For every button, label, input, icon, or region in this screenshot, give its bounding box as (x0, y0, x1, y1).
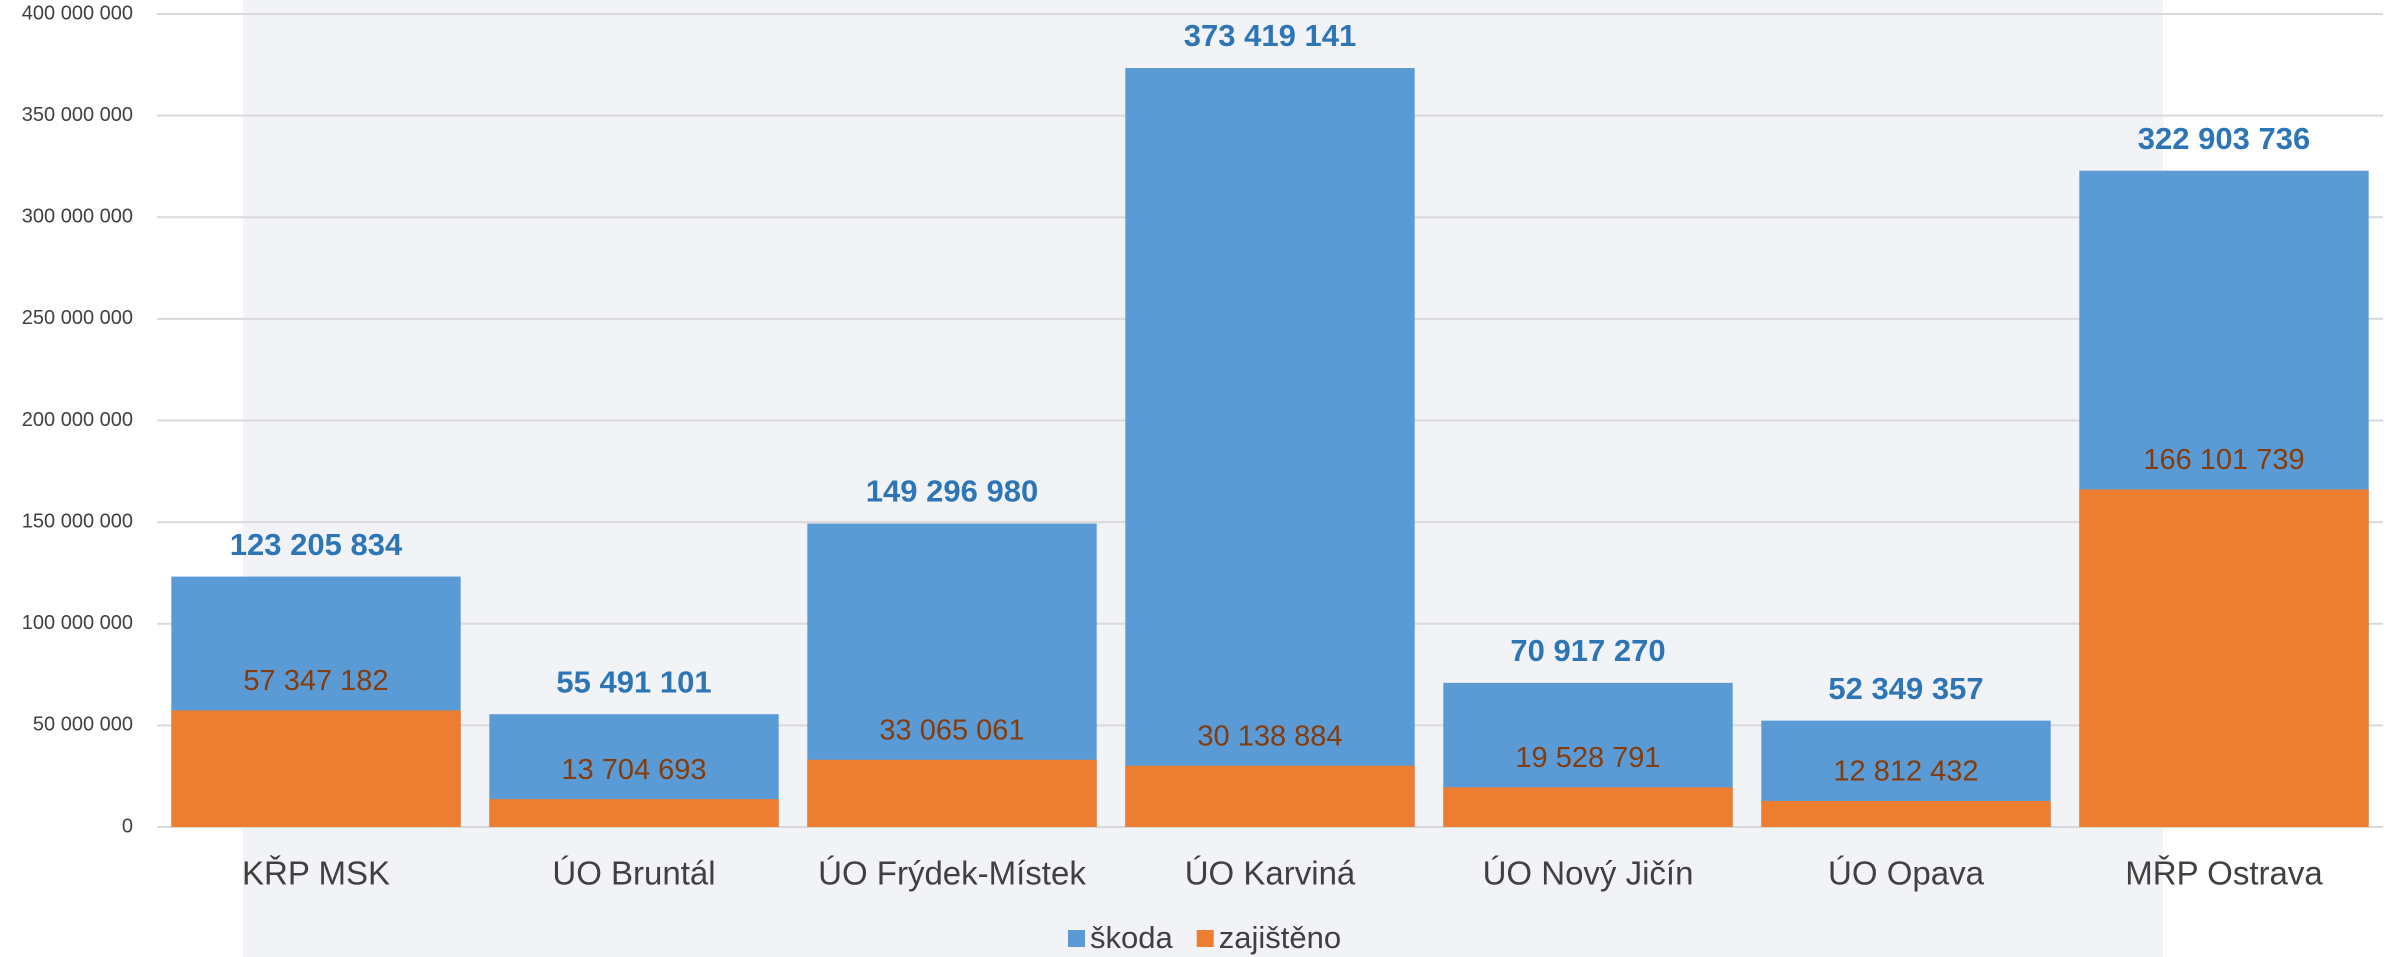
data-label: 30 138 884 (1197, 720, 1342, 752)
x-tick-label: ÚO Nový Jičín (1483, 855, 1694, 892)
bar (1125, 765, 1415, 827)
data-label: 55 491 101 (556, 664, 711, 699)
bar (807, 759, 1097, 827)
data-label: 57 347 182 (243, 665, 388, 697)
y-tick-label: 100 000 000 (22, 612, 133, 634)
data-label: 12 812 432 (1833, 756, 1978, 788)
y-tick-label: 150 000 000 (22, 510, 133, 532)
y-tick-label: 200 000 000 (22, 409, 133, 431)
y-tick-label: 300 000 000 (22, 206, 133, 228)
x-tick-label: ÚO Frýdek-Místek (818, 855, 1086, 892)
legend-label: škoda (1090, 920, 1173, 955)
y-tick-label: 0 (122, 815, 133, 837)
bar (1761, 800, 2051, 827)
data-label: 149 296 980 (866, 474, 1038, 509)
data-label: 52 349 357 (1828, 671, 1983, 706)
data-label: 322 903 736 (2138, 121, 2310, 156)
bar (2079, 489, 2369, 827)
data-label: 373 419 141 (1184, 18, 1356, 53)
data-label: 70 917 270 (1510, 633, 1665, 668)
bar (171, 710, 461, 827)
x-tick-label: MŘP Ostrava (2125, 855, 2323, 892)
bar (1125, 68, 1415, 828)
legend-swatch (1196, 930, 1214, 947)
y-tick-label: 50 000 000 (33, 714, 133, 736)
data-label: 33 065 061 (879, 714, 1024, 746)
data-label: 123 205 834 (230, 527, 403, 562)
y-tick-label: 350 000 000 (22, 104, 133, 126)
bar (1443, 787, 1733, 827)
legend-swatch (1068, 930, 1085, 947)
bar (489, 799, 779, 827)
data-label: 166 101 739 (2143, 444, 2304, 476)
x-tick-label: ÚO Karviná (1185, 855, 1356, 892)
x-tick-label: KŘP MSK (242, 855, 390, 892)
data-label: 19 528 791 (1515, 742, 1660, 774)
y-tick-label: 400 000 000 (22, 2, 133, 24)
y-tick-label: 250 000 000 (22, 307, 133, 329)
legend-label: zajištěno (1219, 920, 1341, 955)
x-tick-label: ÚO Bruntál (552, 855, 715, 892)
x-tick-label: ÚO Opava (1828, 855, 1985, 892)
data-label: 13 704 693 (561, 754, 706, 786)
